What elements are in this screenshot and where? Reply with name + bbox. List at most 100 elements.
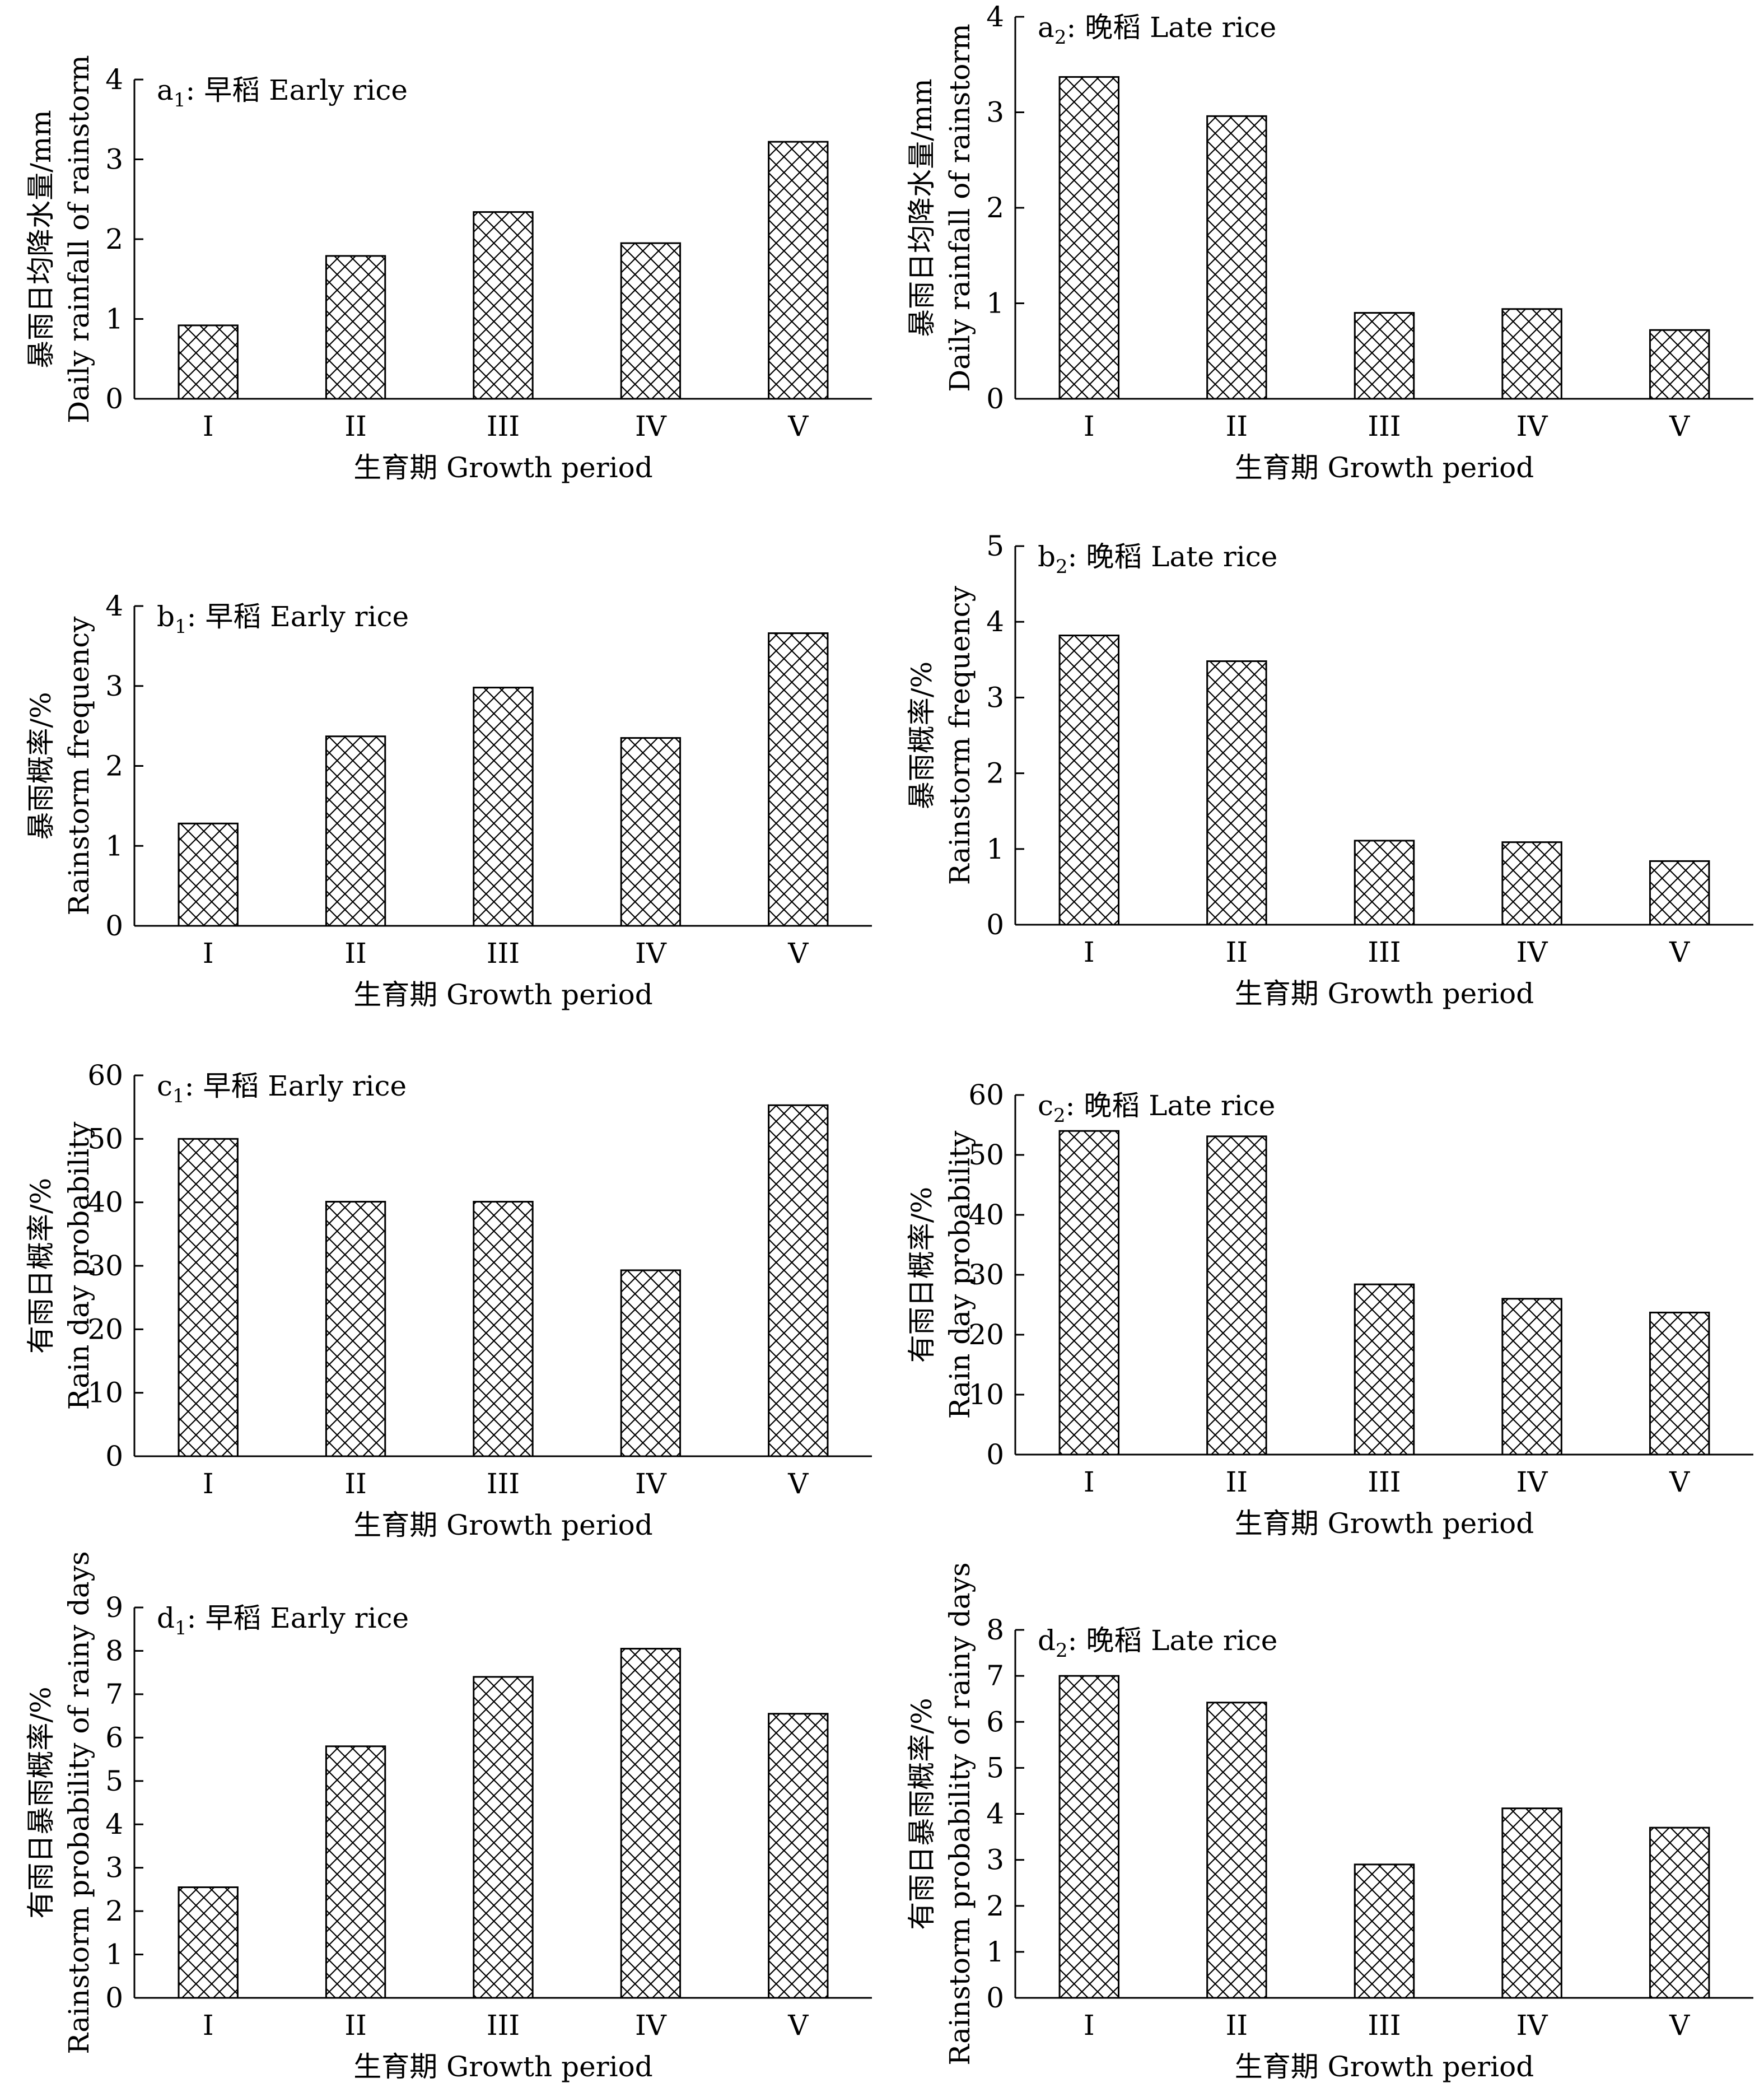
y-tick-label: 3 bbox=[986, 1844, 1004, 1876]
bar-IV bbox=[1501, 308, 1562, 400]
x-tick-label: II bbox=[344, 2009, 367, 2042]
bar-II bbox=[1206, 115, 1267, 400]
y-tick-label: 6 bbox=[986, 1705, 1004, 1738]
y-tick-label: 9 bbox=[105, 1591, 123, 1624]
y-tick-label: 1 bbox=[105, 830, 123, 862]
x-tick-label: III bbox=[1368, 2009, 1401, 2042]
x-tick-label: III bbox=[487, 937, 520, 970]
y-tick-label: 4 bbox=[105, 63, 123, 96]
x-tick-label: III bbox=[487, 1467, 520, 1500]
bar-V bbox=[1649, 329, 1710, 400]
y-axis-title-zh: 有雨日概率/% bbox=[25, 1178, 57, 1354]
bar-III bbox=[473, 211, 534, 400]
panel-letter: a bbox=[157, 74, 174, 106]
x-tick-label: V bbox=[787, 2009, 809, 2042]
bar-IV bbox=[620, 737, 682, 927]
y-axis-title-en: Rain day probability bbox=[63, 1121, 95, 1410]
bar-V bbox=[768, 141, 829, 400]
panel-subscript: 1 bbox=[175, 1617, 187, 1639]
panel-label: d2: 晚稻 Late rice bbox=[1038, 1624, 1277, 1662]
bar-II bbox=[1206, 1135, 1267, 1456]
y-tick-label: 3 bbox=[986, 681, 1004, 714]
panel-label: a2: 晚稻 Late rice bbox=[1038, 11, 1276, 49]
y-tick-label: 0 bbox=[105, 383, 123, 415]
panel-title: : 晚稻 Late rice bbox=[1068, 540, 1278, 573]
y-tick-label: 5 bbox=[986, 1751, 1004, 1784]
y-tick-label: 0 bbox=[986, 1982, 1004, 2014]
x-tick-label: I bbox=[1084, 936, 1095, 968]
y-axis-title-en: Daily rainfall of rainstorm bbox=[63, 55, 95, 423]
y-axis-title-zh: 有雨日概率/% bbox=[906, 1187, 938, 1363]
x-tick-label: IV bbox=[1516, 410, 1548, 442]
y-tick-label: 7 bbox=[986, 1660, 1004, 1692]
bar-III bbox=[473, 687, 534, 927]
bar-I bbox=[178, 822, 239, 927]
x-tick-label: V bbox=[787, 937, 809, 970]
x-tick-label: II bbox=[344, 1467, 367, 1500]
y-axis-title-en: Rainstorm probability of rainy days bbox=[63, 1551, 95, 2054]
bar-I bbox=[178, 1138, 239, 1457]
x-tick-label: V bbox=[1669, 1466, 1690, 1498]
x-axis-title: 生育期 Growth period bbox=[1235, 2051, 1534, 2083]
panel-subscript: 1 bbox=[175, 616, 187, 638]
y-tick-label: 20 bbox=[87, 1313, 123, 1345]
panel-label: d1: 早稻 Early rice bbox=[157, 1602, 409, 1639]
panel-title: : 晚稻 Late rice bbox=[1066, 11, 1276, 44]
bar-II bbox=[325, 1745, 386, 1999]
x-tick-label: II bbox=[1226, 936, 1248, 968]
panel-title: : 晚稻 Late rice bbox=[1068, 1624, 1278, 1657]
y-tick-label: 40 bbox=[968, 1199, 1004, 1231]
panel-label: b2: 晚稻 Late rice bbox=[1038, 540, 1277, 578]
y-tick-label: 0 bbox=[986, 383, 1004, 415]
panel-letter: c bbox=[1038, 1089, 1053, 1122]
bar-IV bbox=[620, 242, 682, 400]
panel-label: b1: 早稻 Early rice bbox=[157, 600, 409, 638]
y-tick-label: 2 bbox=[986, 1890, 1004, 1922]
panel-letter: a bbox=[1038, 11, 1054, 44]
bar-IV bbox=[1501, 1298, 1562, 1456]
panel-letter: c bbox=[157, 1070, 172, 1102]
y-tick-label: 2 bbox=[986, 757, 1004, 790]
x-tick-label: IV bbox=[635, 410, 667, 442]
bar-IV bbox=[1501, 1807, 1562, 1999]
x-axis-title: 生育期 Growth period bbox=[353, 1509, 652, 1541]
bar-V bbox=[768, 632, 829, 927]
panel-letter: b bbox=[1038, 540, 1056, 573]
panel-letter: d bbox=[1038, 1624, 1056, 1657]
y-tick-label: 0 bbox=[986, 908, 1004, 941]
bar-I bbox=[178, 324, 239, 400]
y-tick-label: 10 bbox=[87, 1377, 123, 1409]
bar-IV bbox=[1501, 841, 1562, 926]
y-tick-label: 30 bbox=[87, 1250, 123, 1282]
y-tick-label: 2 bbox=[105, 1895, 123, 1927]
y-tick-label: 5 bbox=[986, 530, 1004, 562]
bar-I bbox=[178, 1886, 239, 1999]
bar-III bbox=[473, 1201, 534, 1457]
x-tick-label: III bbox=[487, 410, 520, 442]
x-tick-label: V bbox=[1669, 936, 1690, 968]
x-axis-title: 生育期 Growth period bbox=[353, 2051, 652, 2083]
x-tick-label: II bbox=[1226, 1466, 1248, 1498]
x-tick-label: I bbox=[1084, 1466, 1095, 1498]
y-axis-title-en: Daily rainfall of rainstorm bbox=[944, 24, 976, 392]
panel-title: : 晚稻 Late rice bbox=[1066, 1089, 1276, 1122]
x-tick-label: I bbox=[203, 1467, 214, 1500]
bar-I bbox=[1058, 635, 1120, 926]
y-tick-label: 1 bbox=[986, 833, 1004, 865]
x-tick-label: IV bbox=[1516, 2009, 1548, 2042]
x-tick-label: V bbox=[1669, 2009, 1690, 2042]
panel-title: : 早稻 Early rice bbox=[187, 1602, 409, 1634]
x-tick-label: II bbox=[1226, 410, 1248, 442]
bar-III bbox=[1354, 312, 1415, 400]
bar-III bbox=[1354, 840, 1415, 926]
y-tick-label: 4 bbox=[986, 1, 1004, 33]
y-axis-title-en: Rainstorm probability of rainy days bbox=[944, 1562, 976, 2065]
y-tick-label: 3 bbox=[105, 1852, 123, 1884]
y-tick-label: 2 bbox=[986, 192, 1004, 224]
y-tick-label: 0 bbox=[105, 910, 123, 942]
